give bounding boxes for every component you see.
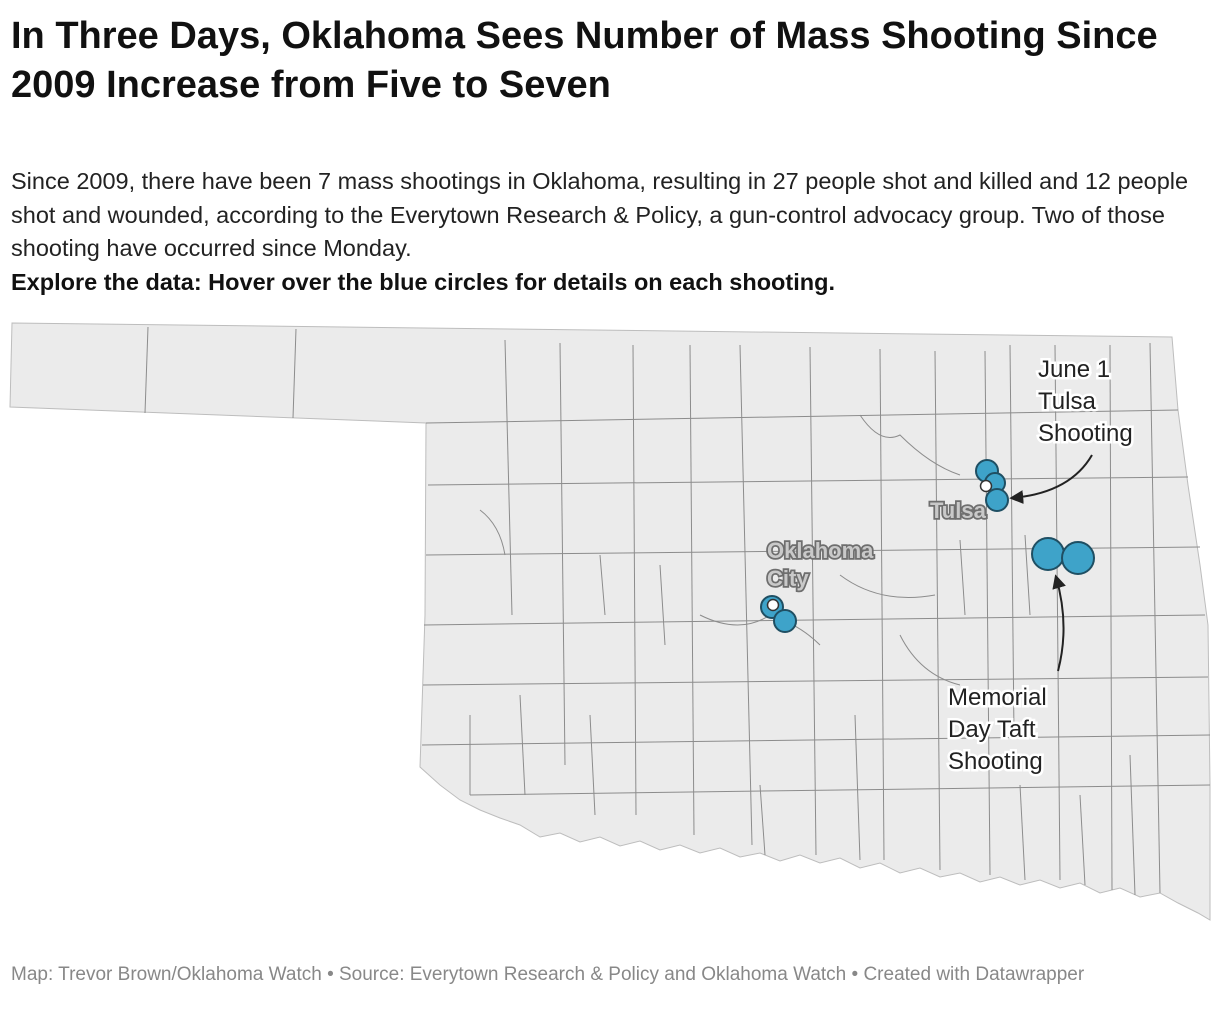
- annotation-taft-line1: Memorial: [948, 684, 1047, 711]
- city-label-oklahoma-city-line1: Oklahoma: [767, 538, 874, 563]
- annotation-tulsa-line3: Shooting: [1038, 420, 1133, 447]
- shooting-marker-taft-1[interactable]: [1031, 537, 1065, 571]
- county-borders: [144, 326, 1211, 896]
- annotation-taft-line3: Shooting: [948, 748, 1043, 775]
- annotation-tulsa-line1: June 1: [1038, 356, 1110, 383]
- shooting-markers: [760, 459, 1095, 633]
- city-dot-oklahoma-city: [766, 598, 780, 612]
- shooting-marker-taft-2[interactable]: [1061, 541, 1095, 575]
- annotation-arrow-tulsa: [1009, 454, 1093, 505]
- footer-credits: Map: Trevor Brown/Oklahoma Watch • Sourc…: [11, 964, 1085, 985]
- annotation-tulsa: June 1 Tulsa Shooting: [1038, 356, 1133, 447]
- city-label-oklahoma-city: Oklahoma City: [767, 538, 880, 591]
- chart-title: In Three Days, Oklahoma Sees Number of M…: [11, 15, 1158, 106]
- city-label-tulsa: Tulsa: [930, 498, 987, 523]
- annotation-arrow-taft: [1052, 574, 1066, 672]
- description-text: Since 2009, there have been 7 mass shoot…: [11, 168, 1189, 261]
- state-shape: [9, 322, 1211, 921]
- city-dot-tulsa: [979, 479, 993, 493]
- shooting-marker-okc-2[interactable]: [773, 609, 797, 633]
- instruction-text: Explore the data: Hover over the blue ci…: [11, 268, 836, 295]
- shooting-marker-tulsa-3[interactable]: [985, 488, 1009, 512]
- annotation-tulsa-line2: Tulsa: [1038, 388, 1096, 415]
- oklahoma-map: Tulsa Oklahoma City June 1 Tulsa Shootin…: [9, 322, 1211, 921]
- annotation-taft-line2: Day Taft: [948, 716, 1036, 743]
- city-label-oklahoma-city-line2: City: [767, 566, 809, 591]
- chart-description: Since 2009, there have been 7 mass shoot…: [11, 165, 1201, 299]
- annotation-taft: Memorial Day Taft Shooting: [948, 684, 1053, 775]
